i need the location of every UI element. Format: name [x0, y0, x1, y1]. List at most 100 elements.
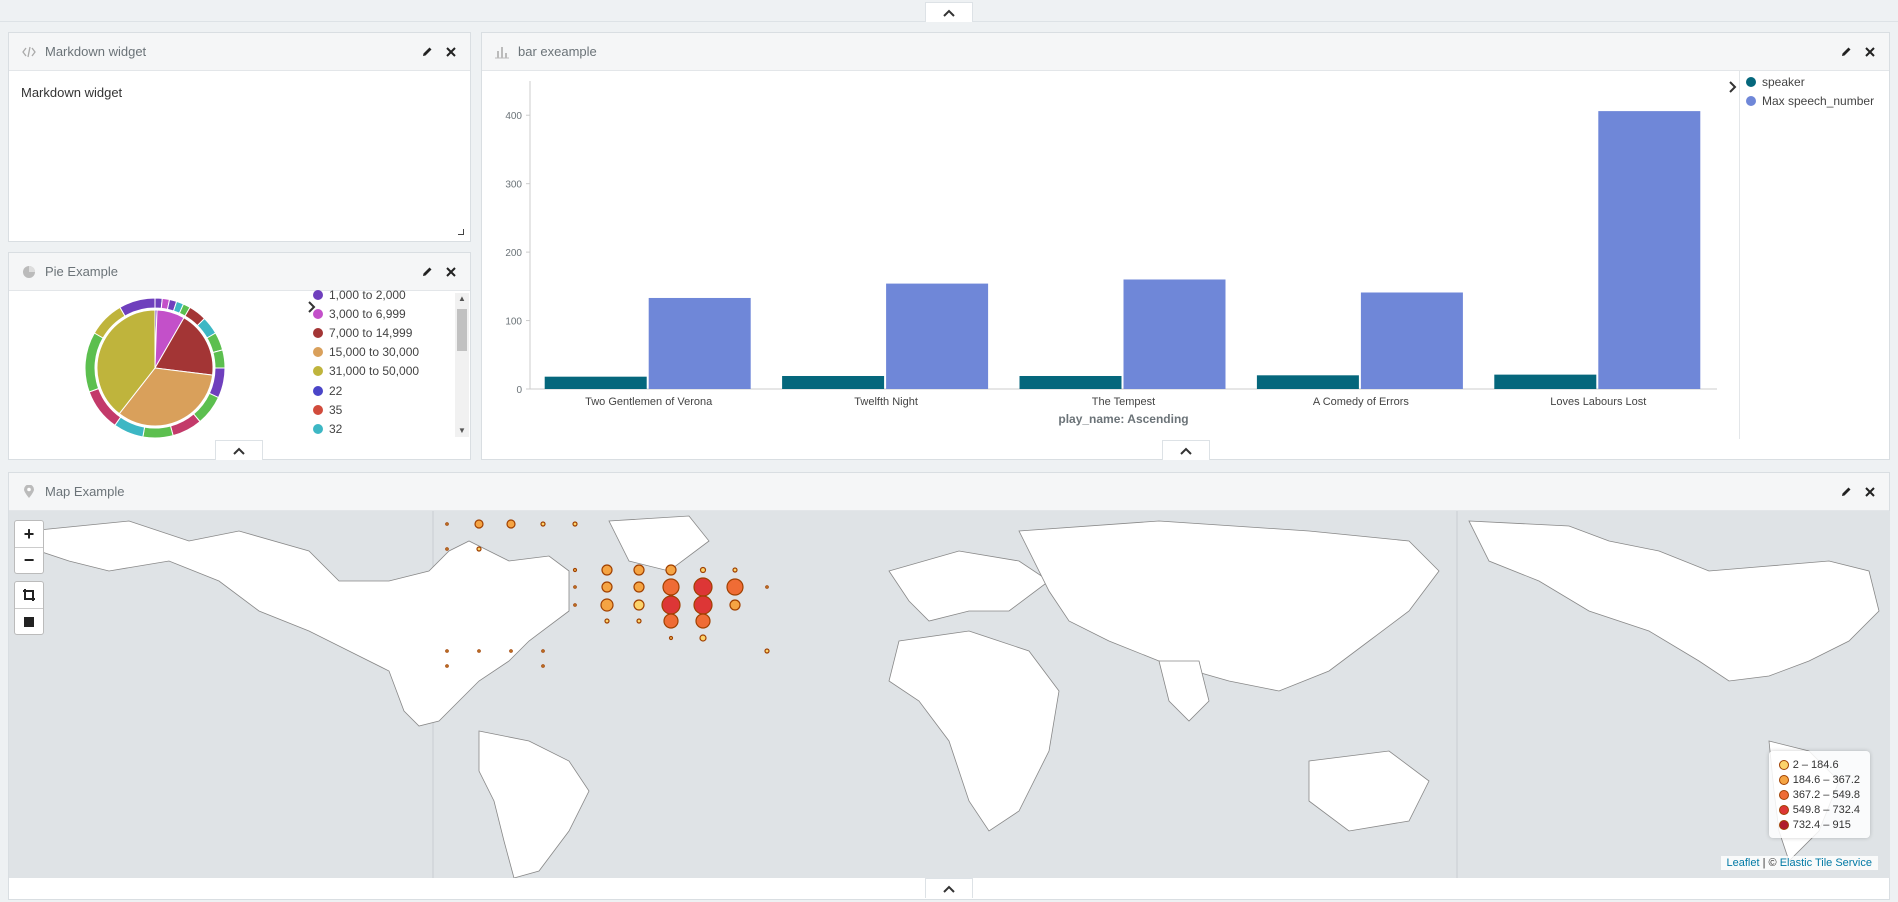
square-icon [24, 616, 34, 627]
legend-item[interactable]: speaker [1740, 72, 1890, 91]
bar-panel-header: bar exeample [482, 33, 1889, 71]
pie-panel: Pie Example [8, 252, 471, 460]
markdown-panel: Markdown widget Markdown widget [8, 32, 471, 242]
y-tick-label: 400 [505, 111, 522, 122]
scroll-up-icon[interactable]: ▲ [458, 294, 466, 303]
pie-outer-slice[interactable] [212, 349, 226, 369]
bar-speaker[interactable] [544, 376, 647, 389]
edit-icon[interactable] [1839, 485, 1853, 499]
legend-label: 184.6 – 367.2 [1792, 773, 1860, 786]
pie-chart-icon [21, 264, 37, 280]
legend-label: 31,000 to 50,000 [329, 364, 420, 379]
legend-swatch [1778, 789, 1789, 800]
close-icon[interactable] [444, 265, 458, 279]
legend-label: 15,000 to 30,000 [329, 345, 420, 360]
pie-outer-slice[interactable] [119, 297, 156, 317]
collapse-top-button[interactable] [925, 2, 973, 22]
legend-item[interactable]: 732.4 – 915 [1778, 817, 1860, 832]
bar-speaker[interactable] [1494, 374, 1597, 389]
legend-label: 549.8 – 732.4 [1792, 803, 1860, 816]
y-tick-label: 0 [516, 385, 522, 396]
panel-title: bar exeample [518, 44, 597, 59]
y-tick-label: 100 [505, 317, 522, 328]
legend-item[interactable]: 35 [313, 400, 455, 419]
edit-icon[interactable] [420, 265, 434, 279]
legend-item[interactable]: 184.6 – 367.2 [1778, 772, 1860, 787]
legend-item[interactable]: 15,000 to 30,000 [313, 343, 455, 362]
zoom-out-button[interactable]: − [15, 547, 43, 573]
legend-label: speaker [1762, 74, 1805, 89]
map-pin-icon [21, 484, 37, 500]
tile-service-link[interactable]: Elastic Tile Service [1779, 857, 1872, 869]
legend-item[interactable]: 2 – 184.6 [1778, 757, 1860, 772]
legend-swatch [313, 327, 323, 338]
scroll-thumb[interactable] [457, 309, 467, 351]
legend-label: 22 [329, 383, 343, 398]
legend-item[interactable]: 22 [313, 381, 455, 400]
legend-swatch [1778, 804, 1789, 815]
pie-outer-slice[interactable] [142, 425, 174, 439]
markdown-content: Markdown widget [21, 85, 123, 100]
legend-item[interactable]: 32 [313, 419, 455, 438]
scroll-down-icon[interactable]: ▼ [458, 426, 466, 435]
legend-item[interactable]: 1,000 to 2,000 [313, 285, 455, 304]
map-canvas[interactable]: + − 2 – 184.6 184.6 – 367.2 367.2 – 549.8 5… [9, 511, 1890, 878]
collapse-pie-button[interactable] [215, 440, 263, 460]
leaflet-link[interactable]: Leaflet [1726, 857, 1760, 869]
code-icon [21, 44, 37, 60]
bar-max-speech_number[interactable] [1360, 292, 1463, 389]
pie-slice[interactable] [96, 309, 156, 415]
legend-item[interactable]: 31,000 to 50,000 [313, 362, 455, 381]
close-icon[interactable] [1863, 45, 1877, 59]
bar-max-speech_number[interactable] [1123, 279, 1226, 389]
map-panel-header: Map Example [9, 473, 1889, 511]
legend-swatch [1778, 774, 1789, 785]
bar-max-speech_number[interactable] [886, 283, 989, 389]
crop-icon [23, 589, 35, 601]
close-icon[interactable] [1863, 485, 1877, 499]
legend-toggle-icon[interactable] [305, 298, 319, 316]
bar-speaker[interactable] [782, 375, 885, 389]
bar-max-speech_number[interactable] [1598, 111, 1701, 390]
legend-item[interactable]: 367.2 – 549.8 [1778, 787, 1860, 802]
legend-swatch [313, 308, 323, 319]
panel-title: Markdown widget [45, 44, 147, 59]
y-tick-label: 200 [505, 248, 522, 259]
bar-speaker[interactable] [1256, 375, 1359, 389]
collapse-map-button[interactable] [925, 878, 973, 898]
bar-speaker[interactable] [1019, 375, 1122, 389]
draw-control [14, 581, 44, 635]
panel-title: Pie Example [45, 264, 118, 279]
legend-item[interactable]: 549.8 – 732.4 [1778, 802, 1860, 817]
edit-icon[interactable] [420, 45, 434, 59]
bar-legend: speaker Max speech_number [1740, 72, 1890, 110]
y-tick-label: 300 [505, 180, 522, 191]
x-axis-label: play_name: Ascending [1058, 412, 1188, 426]
legend-swatch [313, 423, 323, 434]
legend-item[interactable]: Max speech_number [1740, 91, 1890, 110]
collapse-bar-button[interactable] [1162, 440, 1210, 460]
x-tick-label: Loves Labours Lost [1550, 396, 1646, 408]
legend-swatch [313, 347, 323, 358]
close-icon[interactable] [444, 45, 458, 59]
pie-slice[interactable] [118, 367, 214, 427]
legend-toggle-icon[interactable] [1726, 78, 1740, 96]
zoom-in-button[interactable]: + [23, 523, 35, 544]
x-tick-label: Twelfth Night [854, 396, 918, 408]
legend-scrollbar[interactable]: ▲ ▼ [455, 293, 469, 437]
edit-icon[interactable] [1839, 45, 1853, 59]
attribution-separator: | © [1759, 857, 1780, 869]
resize-handle[interactable] [458, 229, 464, 235]
chevron-up-icon [943, 885, 955, 893]
draw-rect-button[interactable] [15, 608, 43, 634]
pie-panel-header: Pie Example [9, 253, 470, 291]
x-tick-label: A Comedy of Errors [1313, 396, 1409, 408]
legend-swatch [1746, 95, 1756, 106]
x-tick-label: The Tempest [1092, 396, 1155, 408]
crop-tool-button[interactable] [15, 582, 43, 608]
legend-item[interactable]: 3,000 to 6,999 [313, 304, 455, 323]
x-tick-label: Two Gentlemen of Verona [585, 396, 713, 408]
bar-max-speech_number[interactable] [648, 297, 751, 389]
legend-item[interactable]: 7,000 to 14,999 [313, 323, 455, 342]
pie-chart [84, 297, 226, 439]
